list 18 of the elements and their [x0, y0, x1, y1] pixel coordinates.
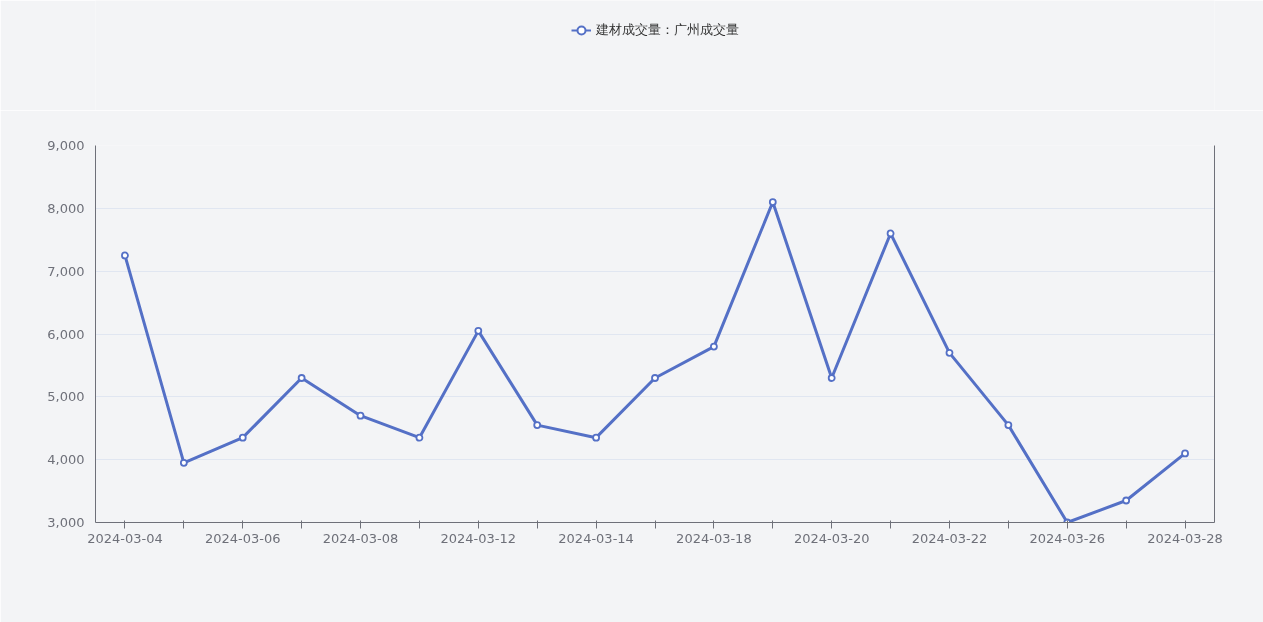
y-tick-label: 7,000 [47, 263, 85, 279]
x-tick-label: 2024-03-18 [676, 530, 752, 546]
x-tick-label: 2024-03-06 [204, 530, 281, 546]
x-tick-label: 2024-03-12 [440, 530, 517, 546]
legend-label: 建材成交量：广州成交量 [595, 21, 739, 39]
x-tick-label: 2024-03-28 [1147, 530, 1223, 546]
x-tick-label: 2024-03-08 [322, 530, 399, 546]
x-tick-label: 2024-03-26 [1029, 530, 1106, 546]
y-tick-label: 6,000 [47, 326, 85, 342]
y-tick-label: 4,000 [47, 452, 85, 468]
y-tick-label: 5,000 [47, 389, 85, 405]
x-tick-label: 2024-03-22 [911, 530, 988, 546]
y-tick-label: 8,000 [47, 200, 85, 216]
x-tick-label: 2024-03-04 [87, 530, 163, 546]
x-tick-label: 2024-03-14 [558, 530, 634, 546]
y-tick-label: 9,000 [47, 138, 85, 153]
y-tick-label: 3,000 [47, 515, 85, 530]
x-tick-label: 2024-03-20 [793, 530, 870, 546]
